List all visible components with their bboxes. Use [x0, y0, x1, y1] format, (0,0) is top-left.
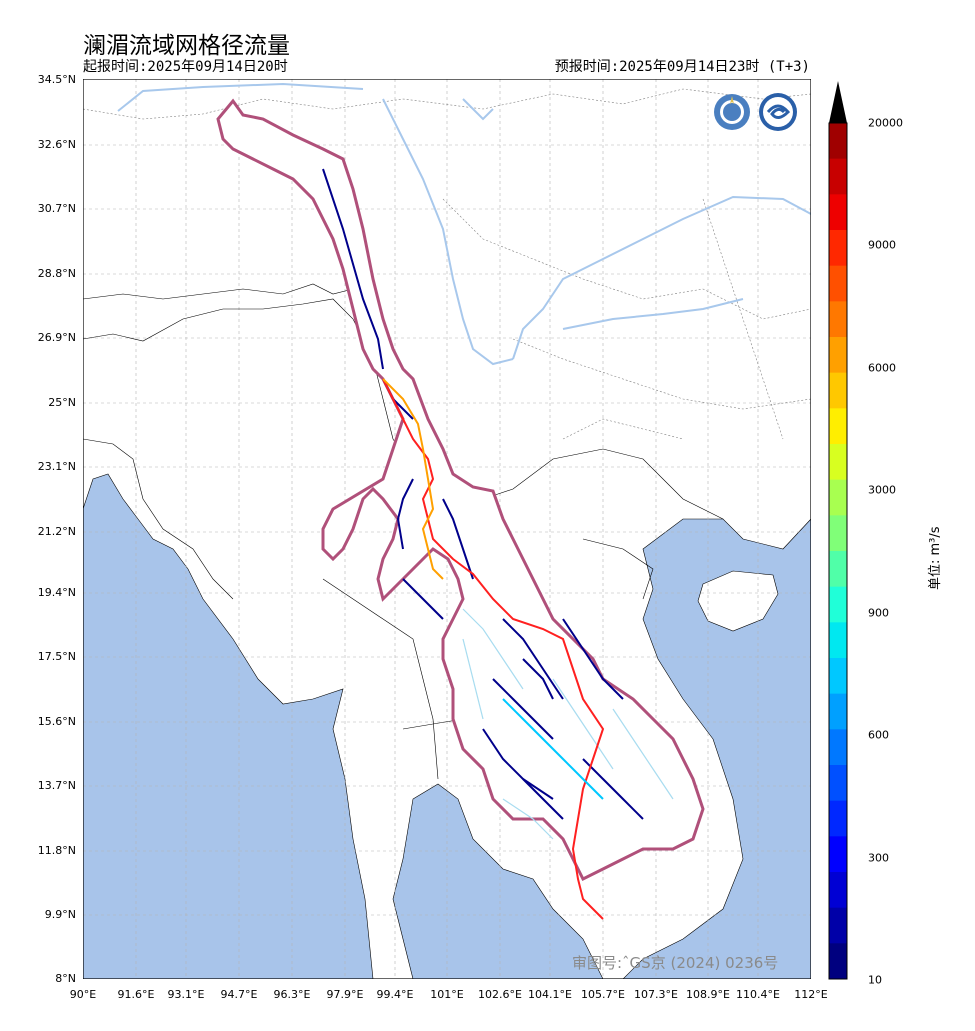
lon-label: 101°E [430, 988, 464, 1001]
colorbar-label: 3000 [868, 483, 896, 497]
lon-label: 97.9°E [326, 988, 364, 1001]
colorbar-swatch [829, 658, 847, 695]
gulf-of-thailand [392, 783, 604, 979]
colorbar-swatch [829, 836, 847, 873]
lon-label: 105.7°E [581, 988, 625, 1001]
colorbar-swatch [829, 194, 847, 231]
colorbar-swatch [829, 800, 847, 837]
colorbar-label: 300 [868, 851, 889, 865]
south-china-sea [622, 518, 811, 979]
map-title: 澜湄流域网格径流量 [83, 33, 290, 59]
colorbar-swatch [829, 515, 847, 552]
lon-label: 94.7°E [220, 988, 258, 1001]
lat-label: 13.7°N [37, 779, 76, 792]
colorbar-extend-arrow [829, 81, 847, 123]
lon-label: 96.3°E [273, 988, 311, 1001]
colorbar-swatch [829, 444, 847, 481]
upper-channel [382, 378, 444, 580]
lat-label: 25°N [48, 396, 76, 409]
lat-label: 9.9°N [44, 908, 76, 921]
colorbar-swatches [829, 123, 847, 980]
lat-label: 19.4°N [37, 586, 76, 599]
lat-label: 8°N [55, 972, 76, 985]
colorbar-label: 900 [868, 606, 889, 620]
colorbar-label: 600 [868, 728, 889, 742]
lat-label: 26.9°N [37, 331, 76, 344]
colorbar-swatch [829, 551, 847, 588]
lon-label: 91.6°E [117, 988, 155, 1001]
cma-logo-icon [759, 93, 797, 131]
colorbar-swatch [829, 622, 847, 659]
colorbar-swatch [829, 943, 847, 980]
colorbar-frame [828, 122, 848, 980]
colorbar-swatch [829, 907, 847, 944]
colorbar-label: 20000 [868, 116, 903, 130]
colorbar-swatch [829, 586, 847, 623]
lat-label: 21.2°N [37, 525, 76, 538]
map-approval-number: 审图号:ˆGS京 (2024) 0236号 [572, 954, 779, 972]
colorbar-swatch [829, 123, 847, 160]
lon-label: 93.1°E [167, 988, 205, 1001]
lon-label: 107.3°E [634, 988, 678, 1001]
forecast-time: 预报时间:2025年09月14日23时 (T+3) [554, 59, 810, 75]
lon-label: 102.6°E [478, 988, 522, 1001]
colorbar-swatch [829, 872, 847, 909]
lon-label: 112°E [794, 988, 828, 1001]
colorbar-label: 9000 [868, 238, 896, 252]
major-rivers [117, 82, 811, 366]
lat-label: 11.8°N [37, 844, 76, 857]
lat-label: 30.7°N [37, 202, 76, 215]
colorbar [828, 81, 848, 980]
colorbar-swatch [829, 408, 847, 445]
colorbar-swatch [829, 230, 847, 267]
wmo-logo-icon [714, 94, 750, 130]
lon-label: 104.1°E [528, 988, 572, 1001]
lower-channel [502, 698, 604, 800]
colorbar-swatch [829, 158, 847, 195]
lat-label: 32.6°N [37, 138, 76, 151]
colorbar-swatch [829, 337, 847, 374]
lon-label: 108.9°E [686, 988, 730, 1001]
colorbar-swatch [829, 301, 847, 338]
lat-label: 28.8°N [37, 267, 76, 280]
colorbar-swatch [829, 765, 847, 802]
colorbar-unit: 单位: m³/s [928, 526, 943, 590]
colorbar-swatch [829, 479, 847, 516]
colorbar-swatch [829, 372, 847, 409]
lat-label: 23.1°N [37, 460, 76, 473]
lat-label: 15.6°N [37, 715, 76, 728]
colorbar-swatch [829, 693, 847, 730]
tributaries-dark [322, 168, 644, 820]
lon-label: 99.4°E [376, 988, 414, 1001]
province-borders [83, 88, 811, 440]
colorbar-label: 10 [868, 973, 882, 987]
tributaries-light [462, 608, 674, 840]
colorbar-swatch [829, 265, 847, 302]
lon-label: 90°E [69, 988, 97, 1001]
lat-label: 34.5°N [37, 73, 76, 86]
issue-time: 起报时间:2025年09月14日20时 [83, 59, 288, 75]
lon-label: 110.4°E [736, 988, 780, 1001]
basin-map [83, 79, 811, 979]
bay-of-bengal [83, 473, 374, 979]
colorbar-swatch [829, 729, 847, 766]
lat-label: 17.5°N [37, 650, 76, 663]
colorbar-label: 6000 [868, 361, 896, 375]
mekong-main-channel [382, 378, 605, 920]
